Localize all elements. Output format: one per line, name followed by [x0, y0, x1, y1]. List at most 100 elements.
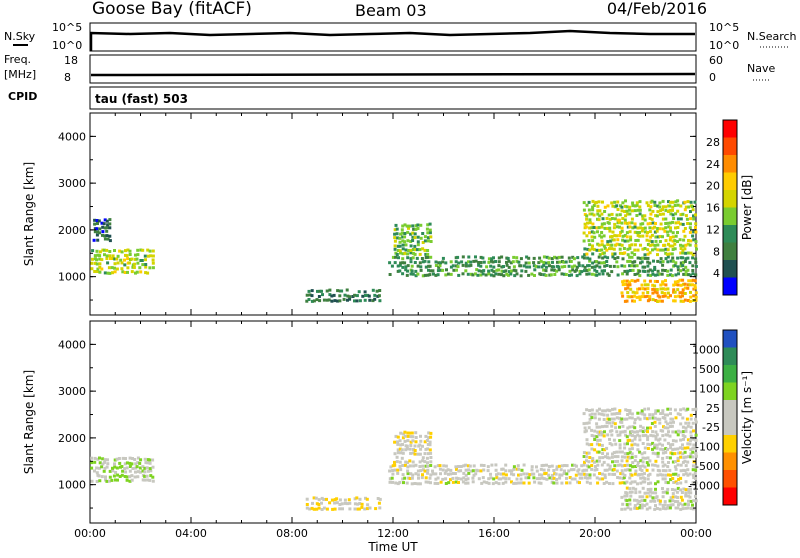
echo-cell — [388, 480, 392, 484]
echo-cell — [316, 289, 319, 293]
echo-cell — [486, 465, 490, 469]
echo-cell — [638, 212, 642, 216]
echo-cell — [653, 507, 657, 511]
echo-cell — [688, 472, 692, 476]
echo-cell — [419, 447, 423, 451]
x-tick-label: 00:00 — [74, 527, 106, 540]
echo-cell — [476, 469, 480, 473]
echo-cell — [636, 272, 640, 276]
echo-cell — [646, 491, 650, 495]
echo-cell — [633, 437, 637, 441]
echo-cell — [655, 495, 659, 499]
echo-region-4 — [582, 199, 698, 257]
echo-cell — [663, 229, 667, 233]
echo-cell — [615, 234, 619, 238]
echo-cell — [656, 473, 660, 477]
echo-cell — [656, 235, 660, 239]
echo-cell — [512, 265, 516, 269]
echo-cell — [446, 468, 450, 472]
echo-cell — [406, 264, 410, 268]
echo-cell — [569, 260, 573, 263]
echo-cell — [596, 430, 600, 434]
echo-cell — [621, 238, 625, 242]
echo-cell — [666, 481, 670, 485]
echo-cell — [591, 252, 595, 256]
echo-cell — [656, 248, 660, 252]
echo-cell — [592, 473, 596, 477]
echo-cell — [416, 482, 420, 486]
echo-cell — [427, 260, 431, 264]
echo-cell — [681, 288, 685, 292]
echo-cell — [424, 256, 428, 259]
echo-cell — [409, 244, 413, 248]
echo-cell — [618, 425, 621, 429]
echo-cell — [441, 260, 445, 264]
echo-cell — [401, 252, 405, 256]
echo-cell — [649, 487, 653, 491]
echo-cell — [611, 204, 615, 208]
echo-cell — [626, 506, 630, 510]
echo-cell — [125, 254, 129, 258]
echo-cell — [508, 469, 512, 473]
echo-cell — [106, 237, 110, 241]
echo-cell — [691, 269, 695, 272]
echo-cell — [515, 256, 519, 260]
echo-cell — [351, 295, 355, 298]
echo-cell — [118, 249, 122, 253]
echo-cell — [583, 426, 587, 430]
echo-cell — [587, 264, 591, 268]
echo-cell — [691, 421, 695, 425]
echo-cell — [678, 446, 682, 450]
echo-cell — [661, 443, 664, 447]
echo-cell — [658, 272, 662, 276]
echo-cell — [659, 473, 663, 477]
echo-cell — [464, 478, 468, 482]
echo-cell — [98, 231, 102, 235]
echo-cell — [93, 254, 97, 258]
echo-cell — [683, 200, 687, 204]
echo-cell — [426, 471, 430, 475]
echo-cell — [590, 428, 594, 432]
echo-cell — [563, 265, 567, 268]
echo-cell — [559, 468, 563, 472]
echo-cell — [398, 480, 402, 484]
echo-cell — [421, 473, 424, 477]
echo-cell — [684, 494, 688, 498]
echo-cell — [631, 290, 635, 294]
echo-cell — [633, 299, 636, 303]
echo-cell — [653, 200, 657, 204]
echo-cell — [363, 290, 367, 294]
echo-cell — [394, 481, 398, 485]
echo-cell — [640, 229, 644, 233]
echo-cell — [646, 287, 650, 291]
echo-cell — [676, 283, 680, 287]
echo-cell — [378, 299, 382, 303]
echo-cell — [603, 205, 607, 209]
echo-cell — [585, 252, 589, 256]
echo-cell — [693, 472, 697, 475]
echo-cell — [145, 474, 149, 478]
echo-cell — [646, 222, 650, 226]
echo-cell — [113, 458, 117, 462]
echo-cell — [403, 223, 407, 227]
echo-cell — [320, 289, 323, 293]
echo-cell — [406, 434, 410, 438]
colorbar-swatch — [723, 260, 737, 278]
echo-cell — [669, 478, 673, 482]
echo-cell — [661, 416, 665, 420]
echo-cell — [659, 283, 663, 287]
echo-cell — [645, 502, 649, 506]
echo-cell — [598, 209, 602, 213]
echo-cell — [428, 440, 432, 444]
echo-cell — [358, 502, 362, 505]
echo-cell — [638, 495, 642, 499]
echo-cell — [633, 225, 637, 229]
echo-cell — [663, 413, 667, 417]
echo-cell — [423, 273, 427, 277]
echo-cell — [126, 257, 130, 261]
echo-cell — [612, 468, 616, 471]
echo-cell — [146, 461, 150, 465]
echo-cell — [482, 480, 486, 484]
echo-cell — [694, 468, 698, 472]
echo-cell — [109, 257, 112, 260]
